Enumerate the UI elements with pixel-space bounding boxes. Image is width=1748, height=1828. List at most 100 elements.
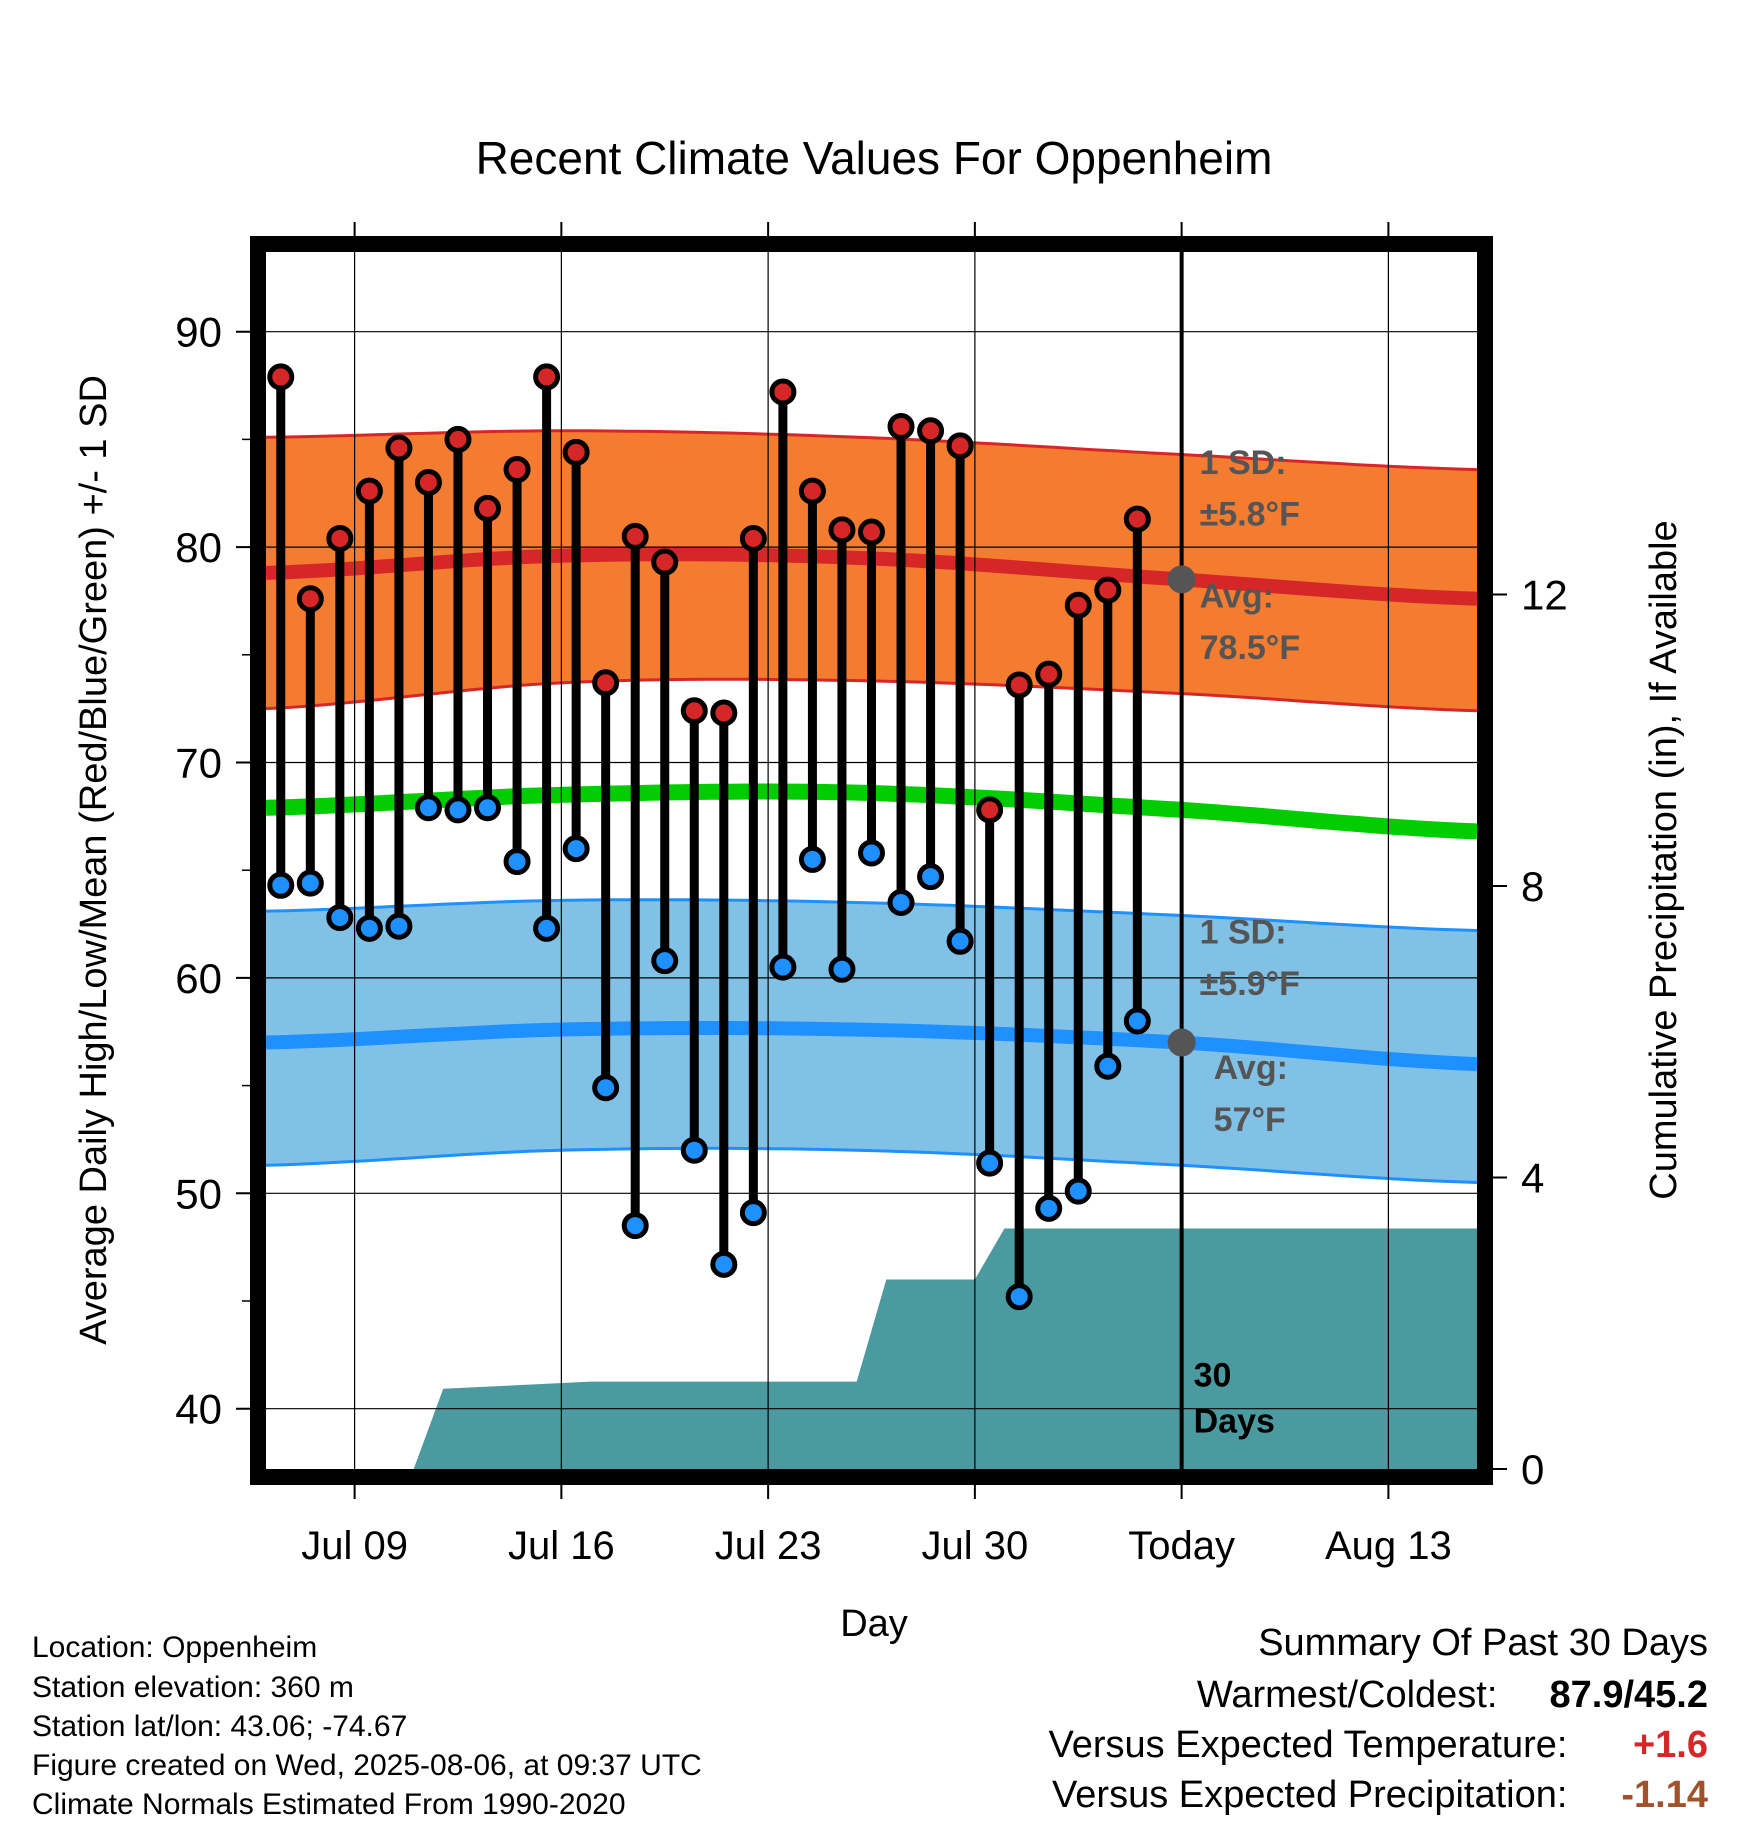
low-normal-line — [266, 1021, 1477, 1072]
daily-low-point — [474, 794, 502, 822]
daily-high-point — [1064, 591, 1092, 619]
y2-tick-label: 4 — [1521, 1155, 1544, 1202]
daily-low-point — [710, 1250, 738, 1278]
daily-low-point — [296, 869, 324, 897]
summary-precip-label: Versus Expected Precipitation: — [1052, 1774, 1568, 1816]
days-label-word: Days — [1194, 1402, 1275, 1440]
daily-high-point — [710, 699, 738, 727]
x-tick-label: Jul 09 — [301, 1524, 408, 1568]
today-high-avg-marker — [1167, 565, 1196, 594]
daily-high-point — [739, 524, 767, 552]
daily-high-point — [946, 432, 974, 460]
daily-low-point — [858, 839, 885, 867]
daily-high-point — [326, 524, 354, 552]
info-created: Figure created on Wed, 2025-08-06, at 09… — [32, 1749, 702, 1782]
high-avg-value: 78.5°F — [1200, 629, 1301, 667]
daily-high-point — [296, 585, 324, 613]
daily-high-point — [1035, 660, 1063, 688]
y-tick-label: 70 — [175, 739, 222, 786]
daily-low-point — [444, 796, 472, 824]
x-tick-label: Today — [1128, 1524, 1235, 1568]
daily-low-point — [917, 863, 945, 891]
daily-high-point — [798, 477, 826, 505]
daily-low-point — [592, 1074, 620, 1102]
daily-low-point — [414, 794, 442, 822]
daily-high-point — [621, 522, 649, 550]
daily-high-point — [592, 669, 620, 697]
x-tick-label: Jul 30 — [922, 1524, 1029, 1568]
daily-high-point — [680, 697, 708, 725]
summary-warmest-coldest-value: 87.9/45.2 — [1549, 1674, 1708, 1716]
daily-low-point — [1005, 1283, 1033, 1311]
daily-high-point — [503, 456, 531, 484]
chart-title: Recent Climate Values For Oppenheim — [476, 132, 1273, 184]
x-tick-label: Jul 16 — [508, 1524, 615, 1568]
daily-low-point — [680, 1136, 708, 1164]
low-sd-value: ±5.9°F — [1200, 965, 1300, 1003]
daily-low-point — [621, 1212, 649, 1240]
daily-low-point — [946, 927, 974, 955]
x-tick-label: Jul 23 — [715, 1524, 822, 1568]
summary-precip-value: -1.14 — [1621, 1774, 1708, 1816]
daily-high-point — [976, 796, 1004, 824]
y-tick-label: 60 — [175, 955, 222, 1002]
daily-high-point — [533, 363, 561, 391]
daily-high-point — [1005, 671, 1033, 699]
daily-low-point — [1035, 1194, 1063, 1222]
y-tick-label: 40 — [175, 1386, 222, 1433]
plot-frame — [250, 236, 1493, 1485]
y2-tick-label: 8 — [1521, 863, 1544, 910]
plot-inner: 1 SD: ±5.8°F Avg: 78.5°F 1 SD: ±5.9°F Avg: 57°F… — [266, 252, 1477, 1469]
daily-low-point — [533, 914, 561, 942]
x-tick-label: Aug 13 — [1325, 1524, 1452, 1568]
daily-high-point — [414, 468, 442, 496]
low-sd-label: 1 SD: — [1200, 913, 1287, 951]
y-tick-label: 80 — [175, 524, 222, 571]
daily-high-point — [858, 518, 885, 546]
low-sd-band-upper-edge — [266, 898, 1477, 932]
daily-low-point — [355, 914, 383, 942]
high-avg-label: Avg: — [1200, 577, 1274, 615]
daily-low-point — [828, 955, 856, 983]
low-avg-label: Avg: — [1214, 1049, 1288, 1087]
info-location: Location: Oppenheim — [32, 1631, 318, 1664]
y2-tick-label: 0 — [1521, 1446, 1544, 1493]
today-low-avg-marker — [1167, 1028, 1196, 1057]
daily-high-point — [562, 438, 590, 466]
info-normals: Climate Normals Estimated From 1990-2020 — [32, 1788, 626, 1821]
daily-low-point — [267, 871, 295, 899]
summary-precipitation: Versus Expected Precipitation: -1.14 — [1052, 1774, 1708, 1817]
daily-low-point — [651, 947, 679, 975]
daily-high-point — [355, 477, 383, 505]
daily-low-point — [887, 889, 915, 917]
daily-low-point — [798, 845, 826, 873]
daily-low-point — [739, 1199, 767, 1227]
daily-low-point — [1094, 1052, 1122, 1080]
daily-high-point — [267, 363, 295, 391]
high-sd-value: ±5.8°F — [1200, 496, 1300, 534]
summary-warmest-coldest: Warmest/Coldest: 87.9/45.2 — [1197, 1674, 1708, 1717]
daily-low-point — [1123, 1007, 1151, 1035]
daily-low-point — [385, 912, 413, 940]
daily-high-point — [887, 412, 915, 440]
daily-high-point — [769, 378, 797, 406]
daily-high-point — [385, 434, 413, 462]
high-sd-label: 1 SD: — [1200, 444, 1287, 482]
precipitation-area — [266, 1228, 1477, 1469]
info-latlon: Station lat/lon: 43.06; -74.67 — [32, 1710, 408, 1743]
daily-high-point — [1123, 505, 1151, 533]
daily-low-point — [1064, 1177, 1092, 1205]
daily-low-point — [976, 1149, 1004, 1177]
y2-tick-label: 12 — [1521, 572, 1568, 619]
summary-title: Summary Of Past 30 Days — [1258, 1622, 1708, 1664]
daily-high-point — [917, 417, 945, 445]
y-tick-label: 90 — [175, 309, 222, 356]
low-avg-value: 57°F — [1214, 1101, 1286, 1139]
info-elevation: Station elevation: 360 m — [32, 1671, 354, 1704]
y-axis-label: Average Daily High/Low/Mean (Red/Blue/Gr… — [73, 375, 115, 1345]
daily-high-point — [1094, 576, 1122, 604]
daily-low-point — [503, 848, 531, 876]
daily-low-point — [326, 904, 354, 932]
days-label-number: 30 — [1194, 1356, 1232, 1394]
